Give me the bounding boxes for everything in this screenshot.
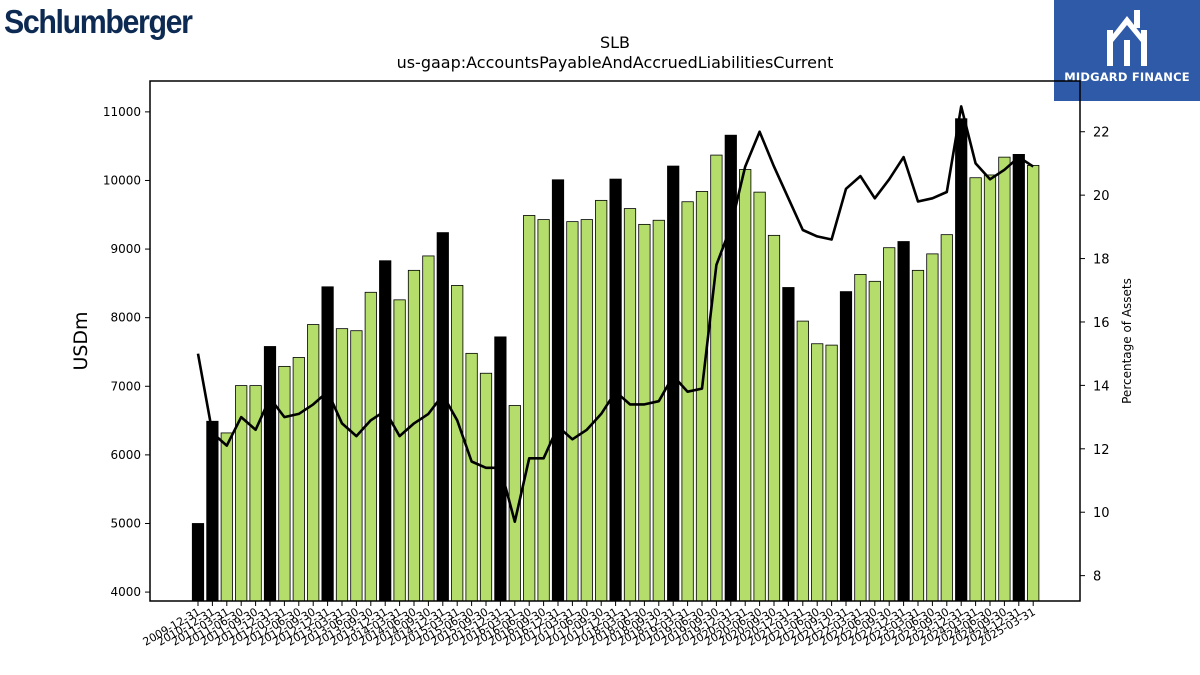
bar — [811, 343, 824, 602]
y-axis-ticks: 4000 5000 6000 7000 8000 9000 10000 11000 — [103, 105, 150, 599]
bar — [839, 291, 853, 602]
bar — [393, 299, 406, 602]
y2-tick-label: 10 — [1093, 506, 1110, 521]
bar — [652, 219, 665, 602]
bar — [321, 286, 334, 602]
bar — [739, 169, 752, 602]
y2-tick-label: 16 — [1093, 316, 1110, 331]
bar — [335, 328, 349, 602]
bar — [580, 219, 593, 602]
y2-tick-label: 20 — [1093, 189, 1110, 204]
bar — [854, 274, 867, 602]
bar — [955, 118, 968, 602]
y2-axis-ticks: 8 10 12 14 16 18 20 22 — [1080, 126, 1110, 585]
bar — [926, 253, 939, 602]
bar — [595, 199, 608, 602]
y-tick-label: 4000 — [110, 585, 141, 599]
y-axis-label: USDm — [70, 311, 92, 370]
y2-tick-label: 22 — [1093, 126, 1110, 141]
y-tick-label: 10000 — [103, 173, 141, 187]
y2-tick-label: 14 — [1093, 379, 1110, 394]
bar — [796, 320, 809, 602]
bar — [436, 232, 449, 602]
bar — [940, 234, 953, 602]
y-tick-label: 8000 — [110, 311, 141, 325]
bar — [479, 372, 493, 602]
bar — [465, 352, 478, 602]
bar — [263, 346, 277, 602]
percentage-line-series — [196, 105, 1034, 524]
x-axis-ticks: 2009-12-312010-12-312011-03-312011-06-30… — [141, 601, 1038, 649]
chart-title: SLB — [600, 33, 630, 52]
bar — [710, 154, 723, 602]
bar — [695, 191, 709, 602]
bar — [537, 219, 550, 602]
bar — [551, 179, 565, 602]
midgard-emblem-icon — [1107, 10, 1147, 66]
y2-tick-label: 18 — [1093, 253, 1110, 268]
percentage-line — [196, 105, 1034, 524]
y-tick-label: 7000 — [110, 379, 141, 393]
bar — [422, 255, 435, 602]
y2-tick-label: 12 — [1093, 443, 1110, 458]
y2-tick-label: 8 — [1093, 570, 1101, 585]
bar — [1027, 164, 1040, 602]
plot-frame — [149, 80, 1081, 602]
bar — [220, 432, 233, 602]
bar — [969, 177, 982, 602]
bar — [379, 260, 392, 602]
bar — [523, 215, 536, 602]
y-tick-label: 9000 — [110, 242, 141, 256]
schlumberger-logo: Schlumberger — [4, 3, 193, 40]
bar — [278, 365, 291, 602]
bar-series — [191, 118, 1040, 602]
bar — [609, 178, 622, 602]
bar — [191, 523, 205, 602]
bar — [782, 287, 795, 602]
bar — [883, 247, 896, 602]
bar — [638, 223, 651, 602]
bar — [868, 280, 881, 602]
bar — [292, 357, 305, 602]
bar — [998, 156, 1011, 602]
bar — [451, 285, 464, 602]
bar — [206, 420, 219, 602]
bar — [767, 234, 781, 602]
bar — [566, 221, 579, 602]
bar — [911, 269, 925, 602]
bar — [307, 324, 320, 602]
bar — [753, 191, 766, 602]
y-tick-label: 5000 — [110, 516, 141, 530]
midgard-finance-label: MIDGARD FINANCE — [1064, 70, 1190, 84]
y2-axis-label: Percentage of Assets — [1120, 278, 1134, 404]
midgard-finance-logo: MIDGARD FINANCE — [1054, 0, 1200, 101]
bar — [364, 291, 377, 602]
y-tick-label: 6000 — [110, 448, 141, 462]
bar — [407, 269, 421, 602]
bar — [983, 174, 997, 602]
y-tick-label: 11000 — [103, 105, 141, 119]
bar — [825, 344, 838, 602]
bar — [897, 241, 910, 602]
bar — [350, 330, 363, 602]
chart-subtitle: us-gaap:AccountsPayableAndAccruedLiabili… — [397, 53, 834, 72]
bar — [1012, 154, 1025, 602]
bar — [681, 201, 694, 602]
